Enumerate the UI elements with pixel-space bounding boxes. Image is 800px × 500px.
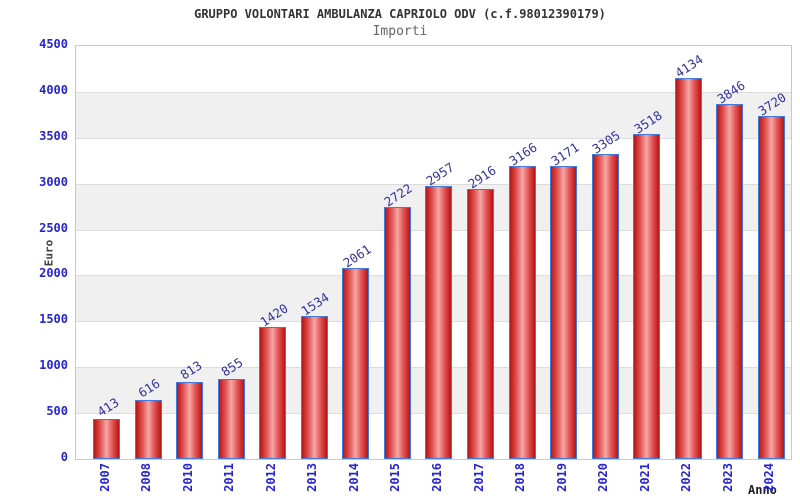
y-tick-label: 0 (60, 450, 68, 464)
gridline (76, 91, 791, 93)
bar-2014 (342, 268, 370, 459)
x-tick-2019: 2019 (554, 463, 569, 492)
x-tick-2018: 2018 (513, 463, 528, 492)
y-tick-label: 4500 (39, 37, 68, 51)
x-tick-2011: 2011 (222, 463, 237, 492)
chart-subtitle: Importi (372, 24, 428, 39)
bar-2011 (217, 379, 245, 459)
y-axis-title: Euro (42, 239, 56, 267)
value-label-2019: 3171 (547, 139, 582, 169)
x-tick-2014: 2014 (346, 463, 361, 492)
bar-2022 (674, 78, 702, 459)
bar-2012 (259, 327, 287, 459)
x-tick-2008: 2008 (139, 463, 154, 492)
x-tick-2013: 2013 (305, 463, 320, 492)
value-label-2014: 2061 (340, 241, 374, 271)
bar-2020 (591, 154, 619, 459)
bar-2015 (383, 207, 411, 459)
bar-2017 (467, 189, 495, 459)
gridline (76, 183, 791, 185)
x-tick-2017: 2017 (471, 463, 486, 492)
bar-2008 (134, 400, 162, 459)
x-tick-2016: 2016 (429, 463, 444, 492)
bar-2019 (550, 166, 578, 459)
x-tick-2022: 2022 (679, 463, 694, 492)
bar-2018 (508, 166, 536, 459)
y-tick-label: 3000 (39, 174, 68, 189)
x-tick-2021: 2021 (637, 463, 652, 492)
x-tick-2024: 2024 (762, 463, 777, 492)
x-tick-2020: 2020 (596, 463, 611, 492)
value-label-2022: 4134 (672, 51, 707, 81)
bar-2024 (757, 116, 785, 459)
y-tick-label: 500 (46, 404, 68, 419)
value-label-2018: 3166 (506, 139, 540, 169)
y-tick-label: 2500 (39, 220, 68, 235)
x-tick-2010: 2010 (180, 463, 195, 492)
x-tick-2012: 2012 (263, 463, 278, 492)
x-tick-2007: 2007 (97, 463, 112, 492)
plot-band (76, 91, 791, 138)
y-tick-label: 1500 (39, 312, 68, 327)
gridline (76, 137, 791, 139)
bar-2007 (93, 419, 120, 459)
bar-2010 (176, 382, 204, 459)
y-tick-label: 1000 (39, 358, 68, 373)
y-tick-label: 4000 (39, 82, 68, 97)
x-tick-2023: 2023 (720, 463, 735, 492)
x-tick-2015: 2015 (388, 463, 403, 492)
bar-2016 (425, 186, 453, 459)
bar-2023 (716, 104, 744, 459)
y-tick-label: 2000 (39, 266, 68, 281)
y-tick-label: 3500 (39, 128, 68, 143)
chart-title: GRUPPO VOLONTARI AMBULANZA CAPRIOLO ODV … (194, 7, 606, 21)
x-axis-title: Anno (748, 483, 777, 497)
bar-2013 (300, 316, 328, 459)
plot-area: 413 616 813 855 1420 1534 2061 2722 2957 2916 3166… (75, 45, 792, 460)
bar-2021 (633, 134, 661, 459)
